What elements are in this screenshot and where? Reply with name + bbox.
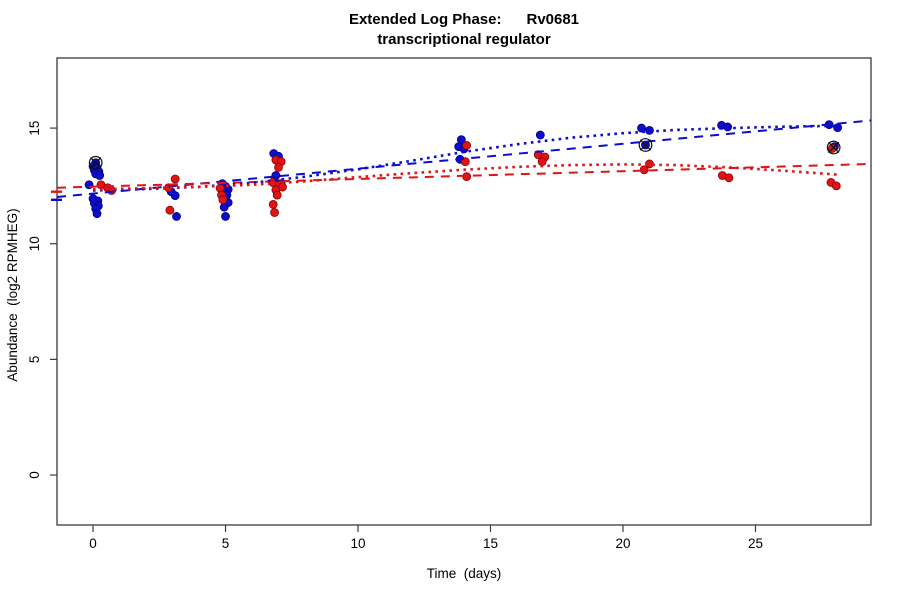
trend-lines — [56, 119, 872, 199]
data-points — [84, 120, 843, 221]
red-samples-point — [270, 208, 279, 217]
chart-subtitle: transcriptional regulator — [377, 31, 551, 48]
plot-frame — [56, 57, 872, 526]
red-samples-point — [831, 181, 841, 191]
blue-samples-point — [637, 123, 646, 133]
blue-samples-point — [92, 209, 102, 219]
blue-samples-point — [833, 123, 843, 133]
circled-outlier-markers — [88, 138, 841, 170]
x-tick-label: 20 — [615, 536, 630, 551]
blue-samples-point — [172, 212, 181, 221]
x-tick-label: 0 — [89, 536, 97, 551]
y-tick-label: 10 — [27, 236, 42, 251]
red-samples-point — [272, 190, 282, 200]
blue-samples-point — [535, 130, 545, 140]
chart-title: Extended Log Phase: Rv0681 — [348, 11, 580, 28]
y-tick-label: 0 — [27, 471, 42, 479]
y-axis-label: Abundance (log2 RPMHEG) — [5, 208, 20, 381]
blue-samples-point — [219, 202, 229, 212]
axis-rug-marks — [51, 190, 62, 201]
x-axis-label: Time (days) — [427, 566, 502, 581]
x-tick-label: 25 — [748, 536, 763, 551]
x-tick-label: 15 — [483, 536, 498, 551]
red-samples-point — [274, 163, 283, 172]
red-samples-point — [165, 205, 175, 215]
blue-samples-point — [170, 191, 180, 201]
y-tick-label: 5 — [27, 356, 42, 364]
chart-title-block: Extended Log Phase: Rv0681 transcription… — [57, 10, 871, 50]
red-samples-point — [724, 173, 734, 183]
y-tick-label: 15 — [27, 121, 42, 136]
x-tick-label: 5 — [222, 536, 230, 551]
red-samples-point — [218, 195, 228, 205]
blue-samples-point — [221, 212, 230, 221]
red-samples-point — [462, 141, 472, 150]
x-tick-label: 10 — [350, 536, 365, 551]
blue-samples-point — [95, 171, 105, 180]
red-samples-point — [537, 157, 547, 167]
red-samples-point — [170, 174, 180, 184]
axis-ticks: 0 5 10 15 20 25 0 5 10 15 — [27, 121, 763, 551]
red-samples-point — [268, 200, 278, 209]
